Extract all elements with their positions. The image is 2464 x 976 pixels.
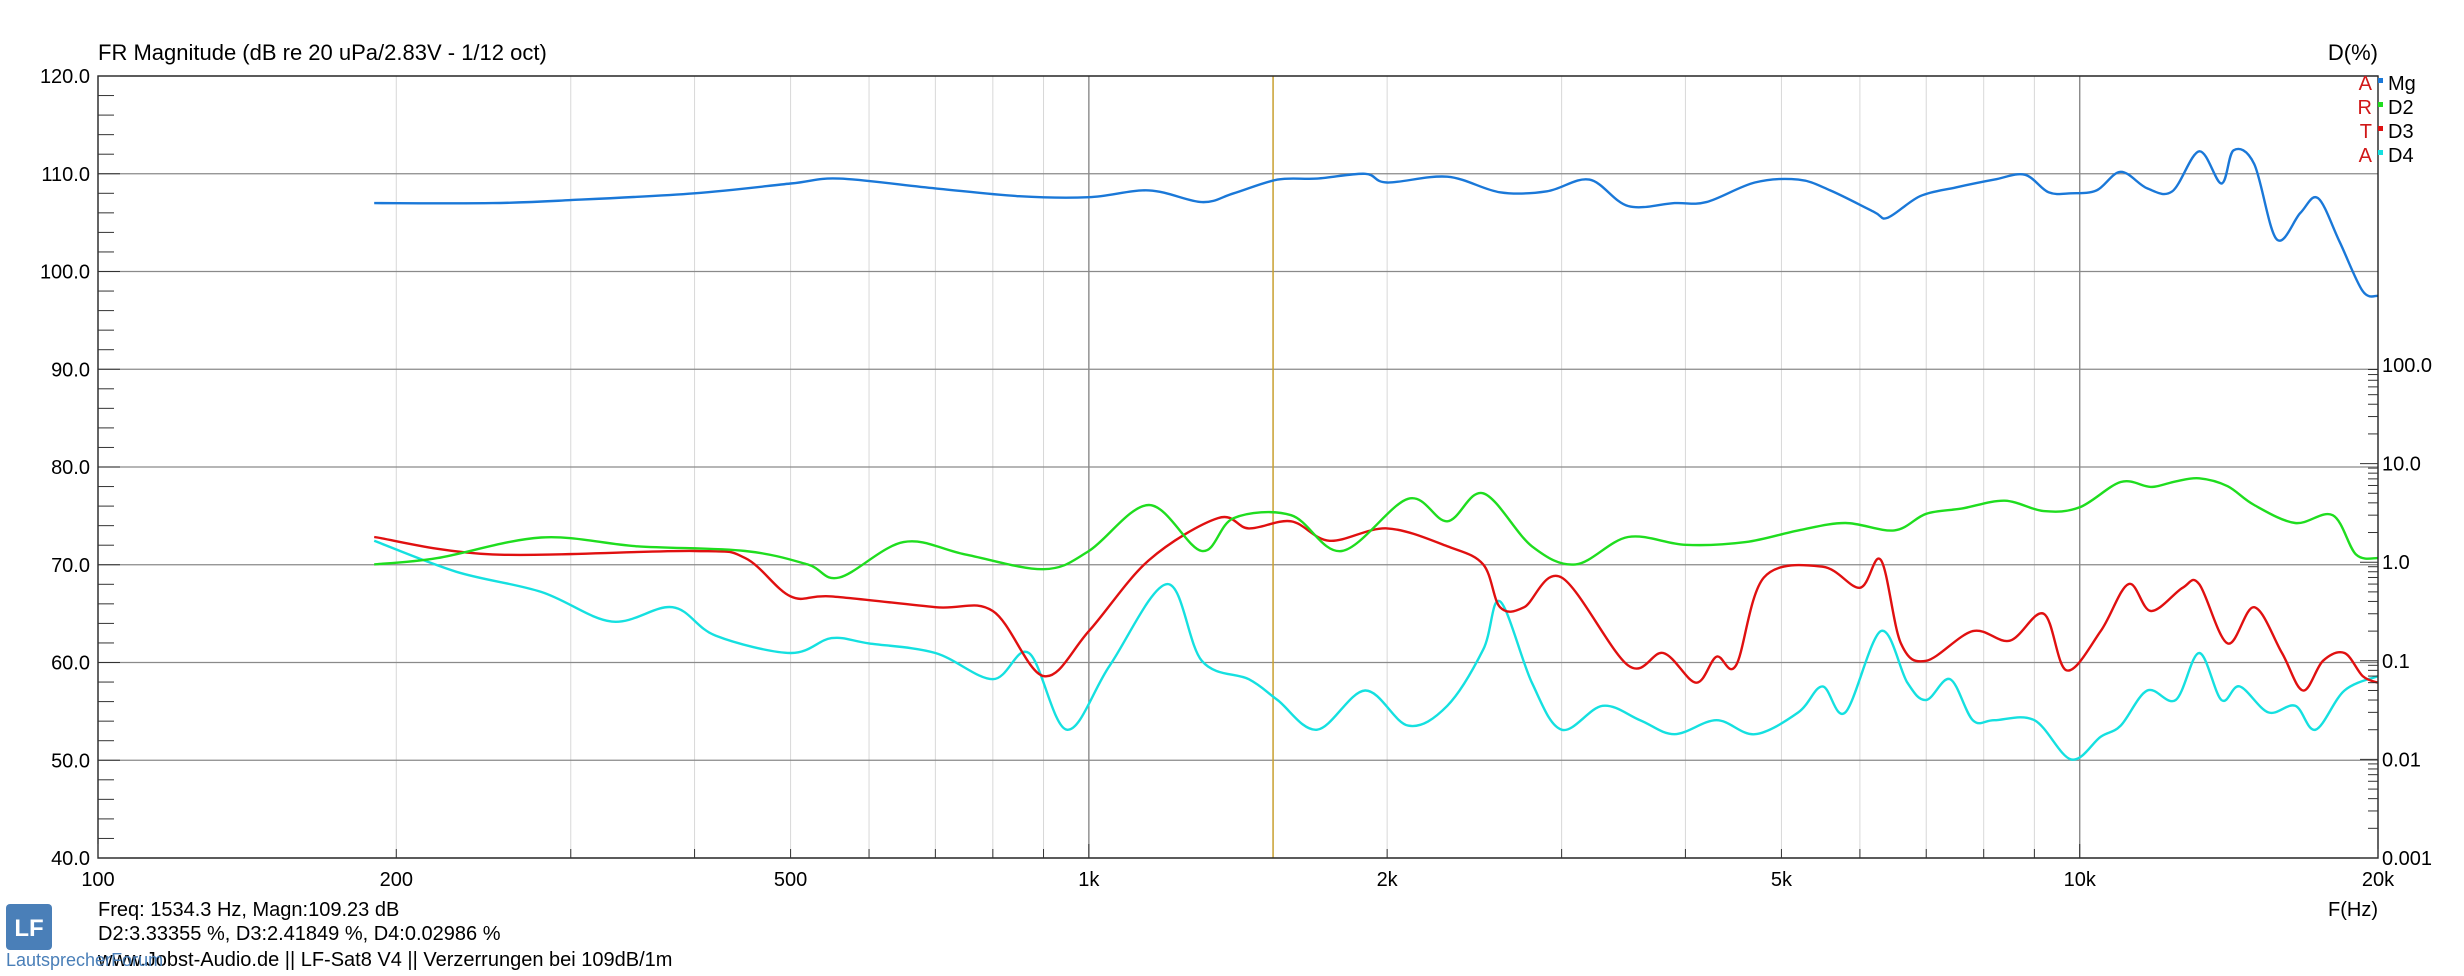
legend-swatch-d4 [2378,150,2383,155]
logo-letters: LF [14,915,43,942]
x-tick-label: 10k [2064,869,2097,891]
series-line-d2 [374,476,2379,580]
legend-swatch-d3 [2378,126,2383,131]
lf-logo: LF [6,904,52,950]
arta-letter: A [2359,73,2373,95]
cursor-readout-distortion: D2:3.33355 %, D3:2.41849 %, D4:0.02986 % [98,923,501,945]
y2-tick-label: 0.001 [2382,848,2432,870]
y-tick-label: 50.0 [51,750,90,772]
x-tick-label: 5k [1771,869,1793,891]
x-tick-label: 500 [774,869,807,891]
chart-title: FR Magnitude (dB re 20 uPa/2.83V - 1/12 … [98,40,547,65]
y2-tick-label: 1.0 [2382,552,2410,574]
axes: 40.0 50.0 60.0 70.0 80.0 90.0 100.0 110.0 120.0 1… [40,66,2432,891]
legend-swatch-d2 [2378,102,2383,107]
arta-letter: R [2358,97,2372,119]
x-tick-label: 100 [81,869,114,891]
y-tick-label: 70.0 [51,555,90,577]
x-tick-label: 20k [2362,869,2395,891]
series-layer [373,147,2379,761]
y-tick-label: 110.0 [41,164,90,186]
legend-swatch-mg [2378,78,2383,83]
legend-label-d2: D2 [2388,97,2414,119]
series-line-d3 [374,515,2379,692]
y-tick-label: 80.0 [51,457,90,479]
right-axis-title: D(%) [2328,40,2378,65]
series-line-d4 [373,539,2379,761]
x-tick-label: 2k [1377,869,1399,891]
x-tick-label: 200 [380,869,413,891]
x-tick-label: 1k [1078,869,1100,891]
series-line-mg [374,147,2379,298]
y-tick-label: 60.0 [51,653,90,675]
grid [98,75,2378,859]
legend-label-mg: Mg [2388,73,2416,95]
logo-text: LautsprecherForum [6,950,163,970]
caption: www.Jobst-Audio.de || LF-Sat8 V4 || Verz… [97,949,672,971]
y2-tick-label: 0.1 [2382,651,2410,673]
arta-letter: A [2359,145,2373,167]
y2-tick-label: 10.0 [2382,454,2421,476]
y-tick-label: 40.0 [51,848,90,870]
legend-label-d4: D4 [2388,145,2414,167]
x-axis-label: F(Hz) [2328,899,2378,921]
y2-tick-label: 0.01 [2382,749,2421,771]
legend: A Mg R D2 T D3 A D4 [2358,73,2416,167]
y2-tick-label: 100.0 [2382,355,2432,377]
y-tick-label: 100.0 [40,262,90,284]
legend-label-d3: D3 [2388,121,2414,143]
cursor-readout-freq: Freq: 1534.3 Hz, Magn:109.23 dB [98,899,399,921]
y-tick-label: 120.0 [40,66,90,88]
arta-letter: T [2360,121,2372,143]
y-tick-label: 90.0 [51,359,90,381]
lf-logo-icon: LF [14,915,43,942]
